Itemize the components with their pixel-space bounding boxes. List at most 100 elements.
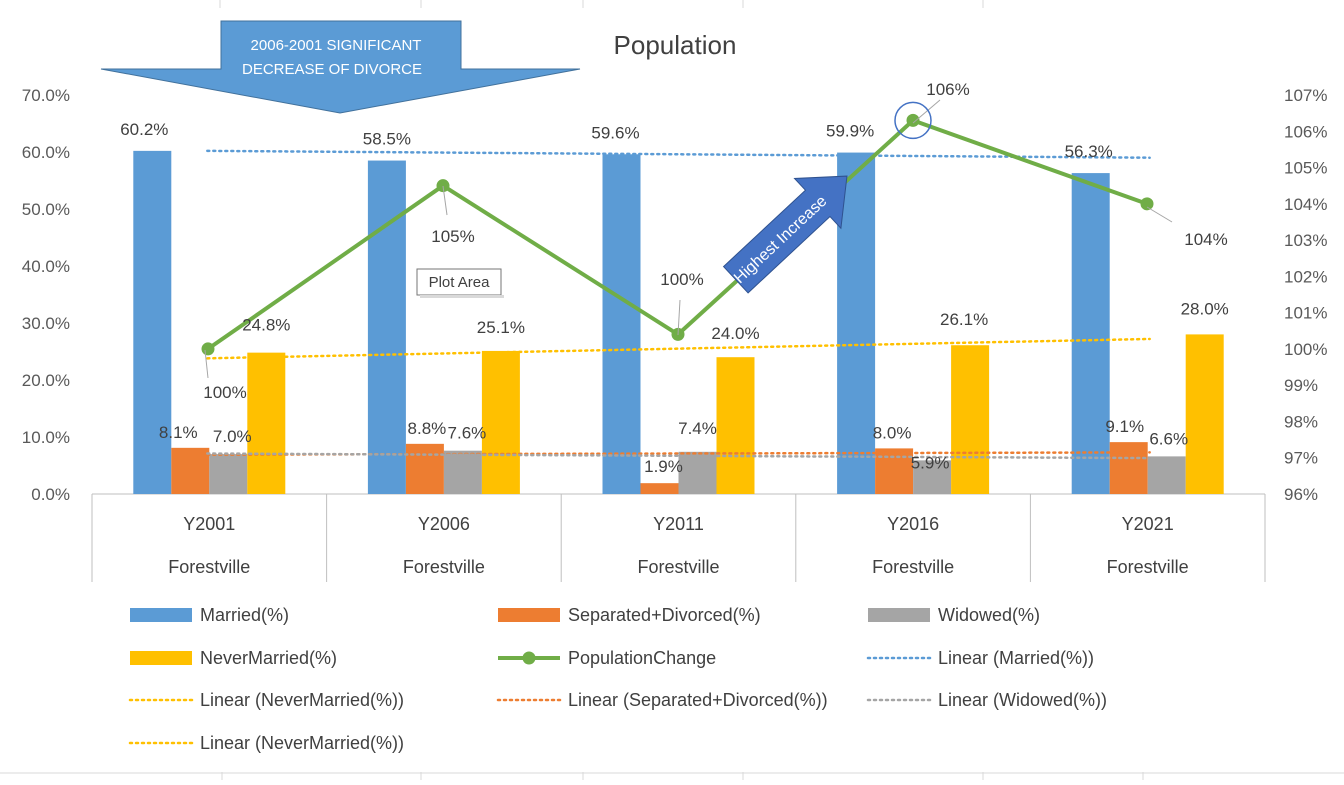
legend-label: PopulationChange <box>568 648 716 668</box>
legend: Married(%) Separated+Divorced(%) Widowed(%… <box>128 605 1107 753</box>
bar-separateddivorced <box>171 447 210 494</box>
leader-line <box>442 185 448 216</box>
bar-separateddivorced <box>875 448 914 494</box>
legend-item: Widowed(%) <box>868 605 1040 625</box>
y-left-tick-label: 20.0% <box>22 371 70 390</box>
population-change-line <box>201 99 1173 379</box>
y-right-tick-label: 103% <box>1284 231 1327 250</box>
data-label: 8.8% <box>408 419 447 438</box>
legend-label: Linear (NeverMarried(%)) <box>200 733 404 753</box>
bar-married <box>367 160 406 495</box>
y-right-tick-label: 106% <box>1284 122 1327 141</box>
y-left-tick-label: 60.0% <box>22 143 70 162</box>
x-group-label: Forestville <box>637 557 719 577</box>
x-group-label: Forestville <box>403 557 485 577</box>
population-change-marker <box>1140 197 1154 211</box>
legend-item: PopulationChange <box>498 648 716 668</box>
legend-item: Linear (Widowed(%)) <box>866 690 1107 710</box>
chart-title: Population <box>614 30 737 60</box>
y-left-tick-label: 30.0% <box>22 314 70 333</box>
legend-label: Married(%) <box>200 605 289 625</box>
x-group-label: Forestville <box>1107 557 1189 577</box>
bar-married <box>602 154 641 494</box>
callout-down-arrow <box>100 20 581 114</box>
bar-married <box>1071 173 1110 494</box>
legend-marker <box>522 651 536 665</box>
leader-line <box>1146 206 1173 223</box>
bar-nevermarried <box>716 357 755 494</box>
x-tick-label: Y2011 <box>653 514 704 534</box>
population-change-marker <box>906 113 920 127</box>
y-left-tick-label: 0.0% <box>31 485 70 504</box>
data-label: 24.0% <box>711 324 759 343</box>
x-group-label: Forestville <box>872 557 954 577</box>
legend-label: Linear (Married(%)) <box>938 648 1094 668</box>
peak-highlight-circle <box>894 101 932 140</box>
y-left-tick-label: 50.0% <box>22 200 70 219</box>
arrow-label: Highest Increase <box>731 193 830 287</box>
line-data-label: 100% <box>203 383 246 402</box>
bar-widowed <box>678 451 717 494</box>
bar-separateddivorced <box>405 443 444 494</box>
x-group-label: Forestville <box>168 557 250 577</box>
x-tick-label: Y2016 <box>887 514 939 534</box>
legend-label: Linear (Separated+Divorced(%)) <box>568 690 828 710</box>
legend-swatch <box>498 608 560 622</box>
bar-separateddivorced <box>640 483 679 494</box>
y-left-tick-label: 40.0% <box>22 257 70 276</box>
legend-swatch <box>868 608 930 622</box>
y-left-tick-label: 10.0% <box>22 428 70 447</box>
data-label: 59.9% <box>826 122 874 141</box>
bar-nevermarried <box>951 345 990 494</box>
y-left-tick-label: 70.0% <box>22 86 70 105</box>
data-label: 8.0% <box>873 423 912 442</box>
bar-widowed <box>913 460 952 494</box>
data-label: 1.9% <box>644 457 683 476</box>
legend-item: Linear (Separated+Divorced(%)) <box>496 690 828 710</box>
tooltip-text: Plot Area <box>429 274 491 291</box>
data-label: 59.6% <box>591 123 639 142</box>
leader-line <box>204 349 209 379</box>
legend-label: Widowed(%) <box>938 605 1040 625</box>
data-label: 5.9% <box>911 453 950 472</box>
y-right-tick-label: 97% <box>1284 449 1318 468</box>
legend-label: Separated+Divorced(%) <box>568 605 761 625</box>
data-label: 24.8% <box>242 316 290 335</box>
y-right-tick-label: 100% <box>1284 340 1327 359</box>
bar-series <box>133 150 1224 495</box>
line-data-label: 100% <box>660 270 703 289</box>
y-right-tick-label: 107% <box>1284 86 1327 105</box>
population-change-marker <box>201 342 215 356</box>
leader-line <box>912 99 941 124</box>
tooltip-box <box>416 268 502 296</box>
legend-label: NeverMarried(%) <box>200 648 337 668</box>
data-labels: 60.2% 58.5% 59.6% 59.9% 56.3% 8.1% 8.8% 1.9% 8.0… <box>120 80 1229 476</box>
data-label: 6.6% <box>1149 429 1188 448</box>
line-data-label: 104% <box>1184 230 1227 249</box>
legend-item: Linear (NeverMarried(%)) <box>128 733 404 753</box>
leader-line <box>677 299 681 336</box>
trendline <box>206 149 1151 159</box>
legend-label: Linear (Widowed(%)) <box>938 690 1107 710</box>
data-label: 9.1% <box>1105 417 1144 436</box>
data-label: 26.1% <box>940 310 988 329</box>
legend-item: Married(%) <box>130 605 289 625</box>
callout-text-line-2: DECREASE OF DIVORCE <box>242 61 422 78</box>
legend-swatch <box>130 608 192 622</box>
legend-label: Linear (NeverMarried(%)) <box>200 690 404 710</box>
line-data-label: 105% <box>431 227 474 246</box>
data-label: 7.4% <box>678 419 717 438</box>
trendlines <box>206 149 1151 460</box>
bar-nevermarried <box>247 352 286 494</box>
legend-item: Linear (Married(%)) <box>866 648 1094 668</box>
data-label: 58.5% <box>363 130 411 149</box>
data-label: 7.6% <box>448 424 487 443</box>
y-right-tick-label: 98% <box>1284 412 1318 431</box>
data-label: 60.2% <box>120 120 168 139</box>
arrow-shape <box>722 175 848 294</box>
plot-area-tooltip: Plot Area <box>416 268 504 298</box>
bar-nevermarried <box>481 350 520 494</box>
